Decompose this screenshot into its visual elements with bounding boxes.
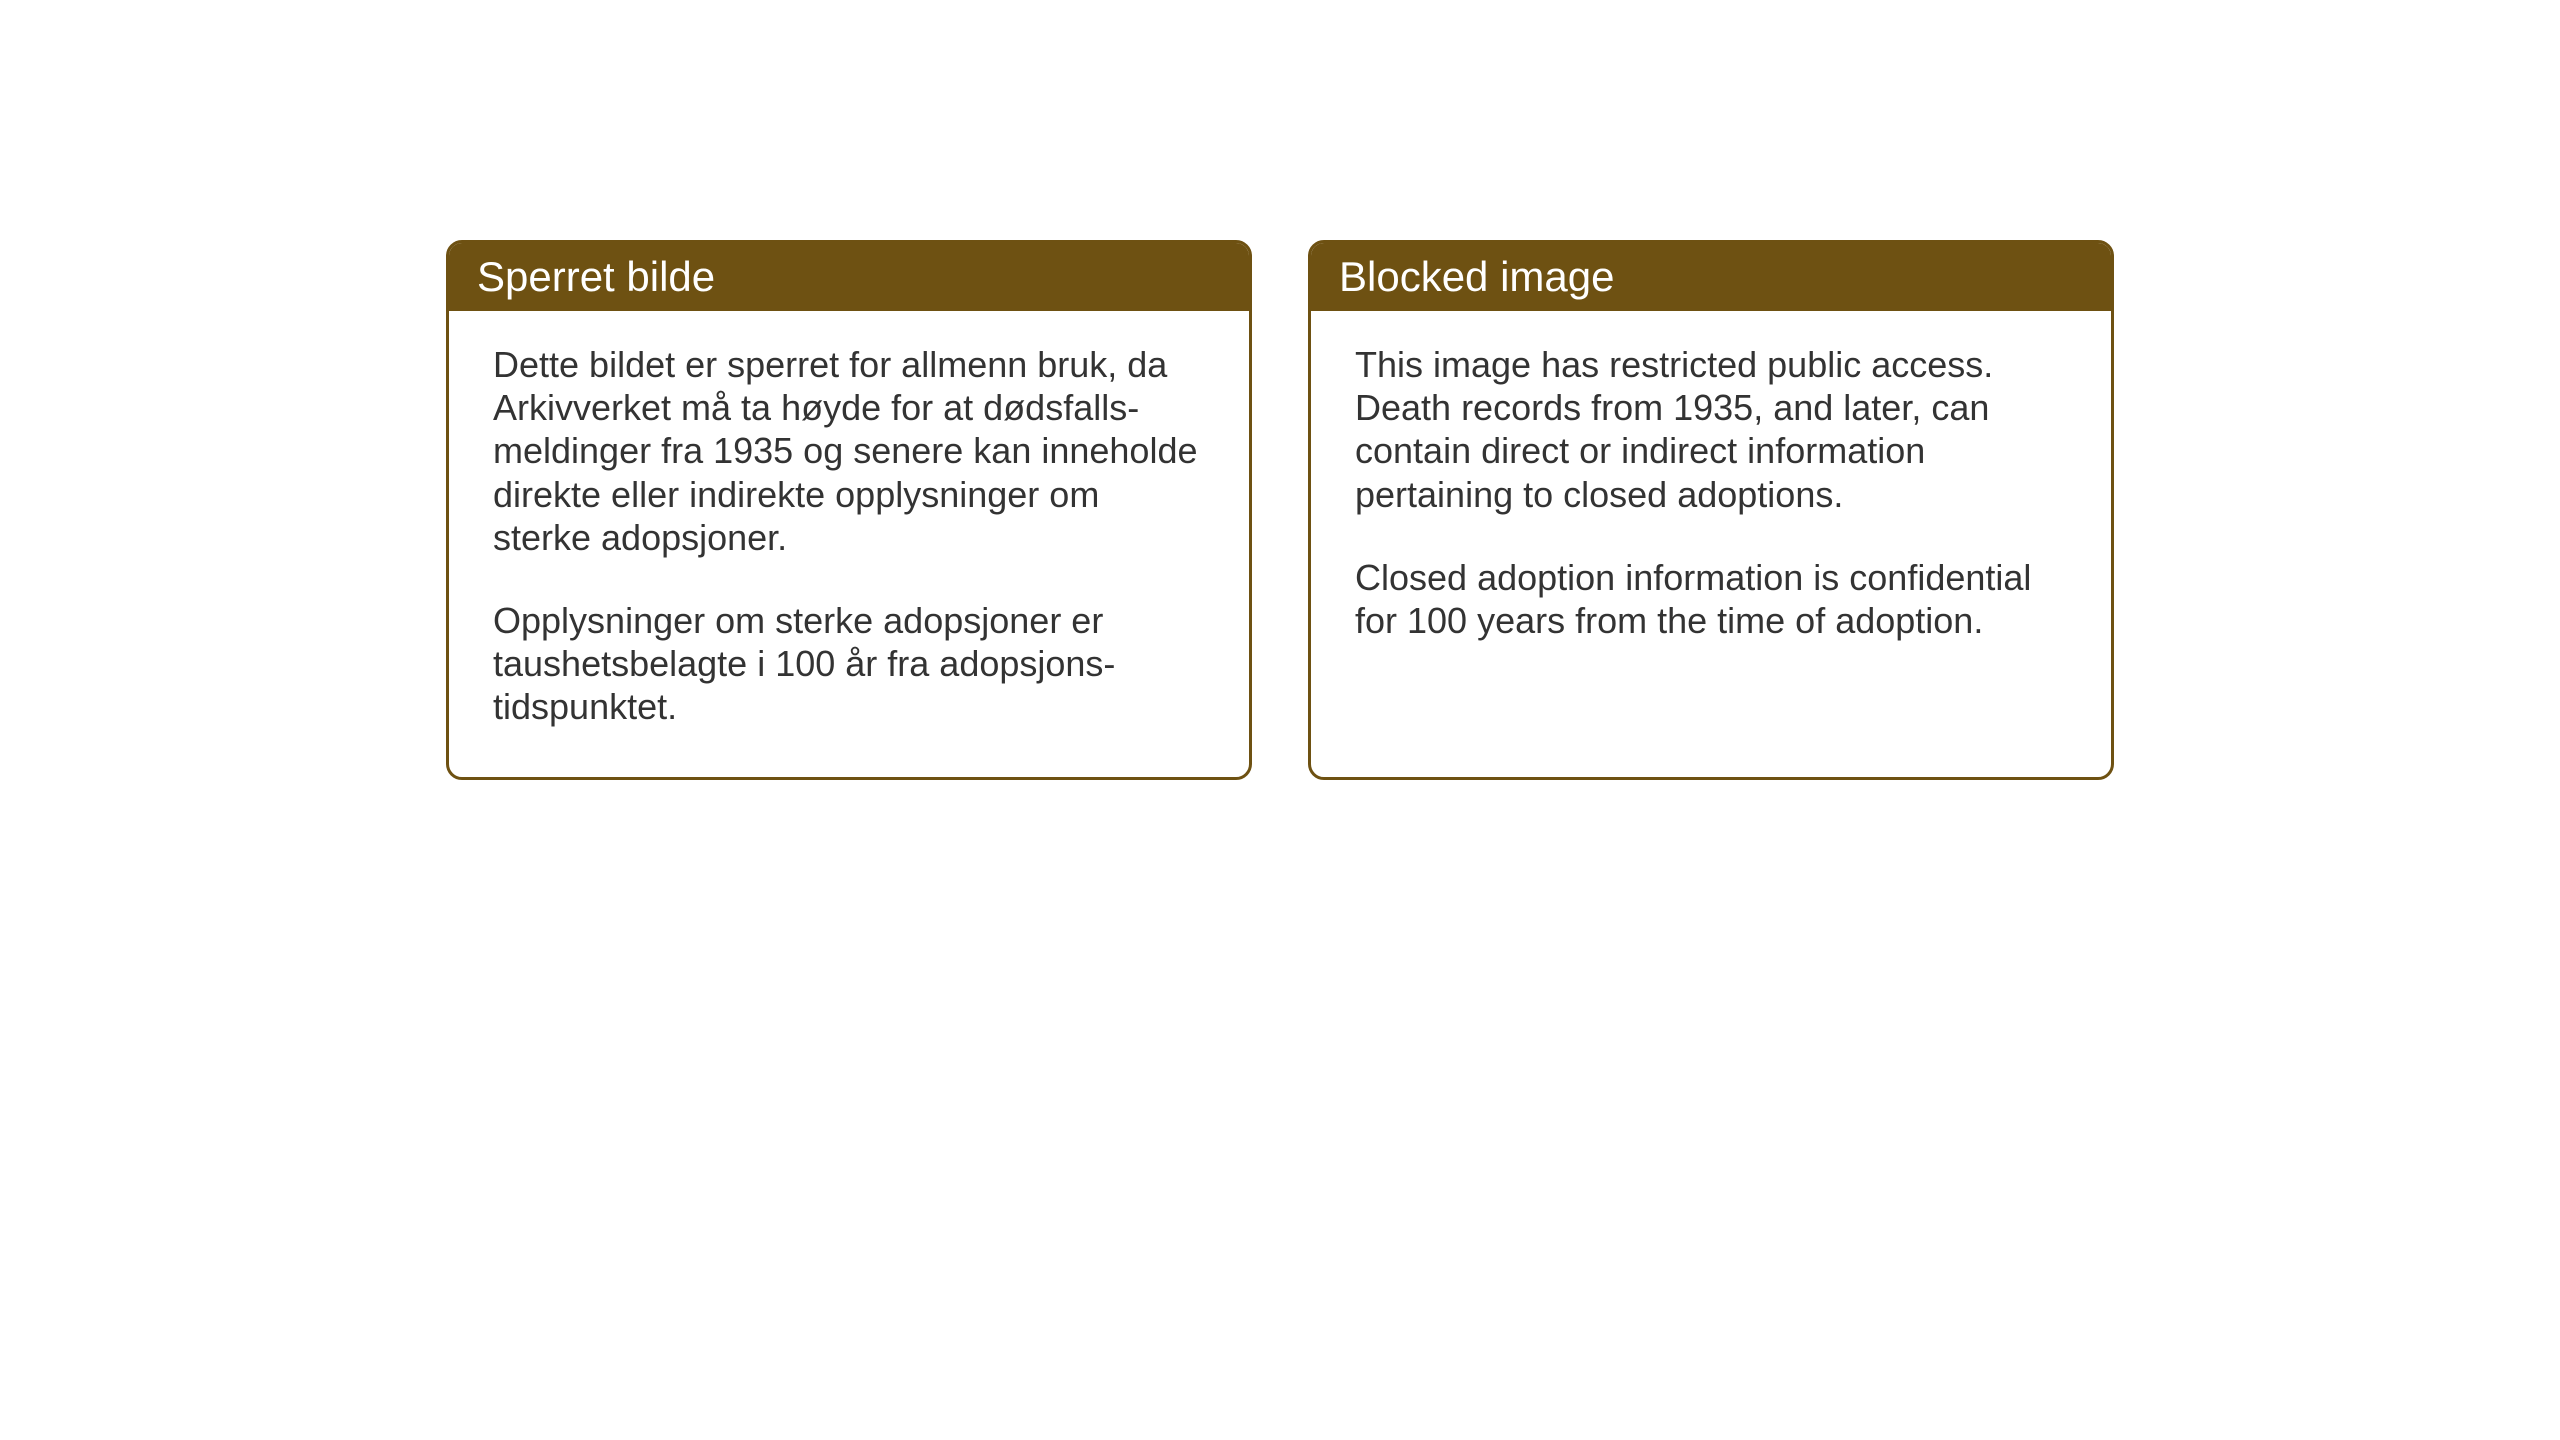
card-title-english: Blocked image — [1339, 253, 1614, 300]
card-body-english: This image has restricted public access.… — [1311, 311, 2111, 690]
paragraph-2-english: Closed adoption information is confident… — [1355, 556, 2067, 642]
card-header-norwegian: Sperret bilde — [449, 243, 1249, 311]
card-title-norwegian: Sperret bilde — [477, 253, 715, 300]
paragraph-1-english: This image has restricted public access.… — [1355, 343, 2067, 516]
card-english: Blocked image This image has restricted … — [1308, 240, 2114, 780]
card-body-norwegian: Dette bildet er sperret for allmenn bruk… — [449, 311, 1249, 777]
card-header-english: Blocked image — [1311, 243, 2111, 311]
paragraph-1-norwegian: Dette bildet er sperret for allmenn bruk… — [493, 343, 1205, 559]
cards-container: Sperret bilde Dette bildet er sperret fo… — [446, 240, 2114, 780]
paragraph-2-norwegian: Opplysninger om sterke adopsjoner er tau… — [493, 599, 1205, 729]
card-norwegian: Sperret bilde Dette bildet er sperret fo… — [446, 240, 1252, 780]
